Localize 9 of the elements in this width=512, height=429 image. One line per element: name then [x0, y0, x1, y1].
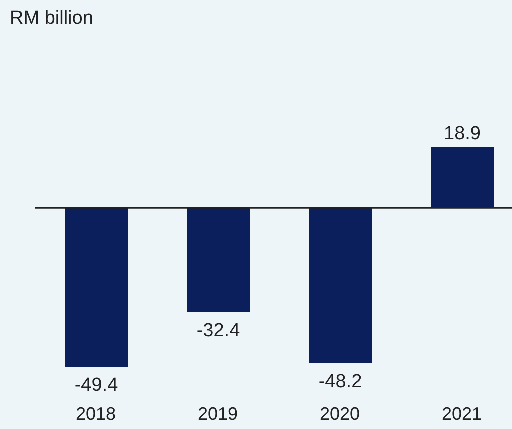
x-tick-label: 2018 — [76, 404, 116, 424]
x-tick-label: 2020 — [320, 404, 360, 424]
data-label: 18.9 — [444, 123, 481, 144]
text: RM billion — [10, 8, 94, 30]
x-tick-label: 2021 — [442, 404, 482, 424]
data-label: -32.4 — [196, 320, 241, 342]
data-label: -49.4 — [74, 375, 119, 396]
x-tick-label: 2019 — [198, 404, 238, 424]
data-label: -48.2 — [318, 371, 362, 392]
